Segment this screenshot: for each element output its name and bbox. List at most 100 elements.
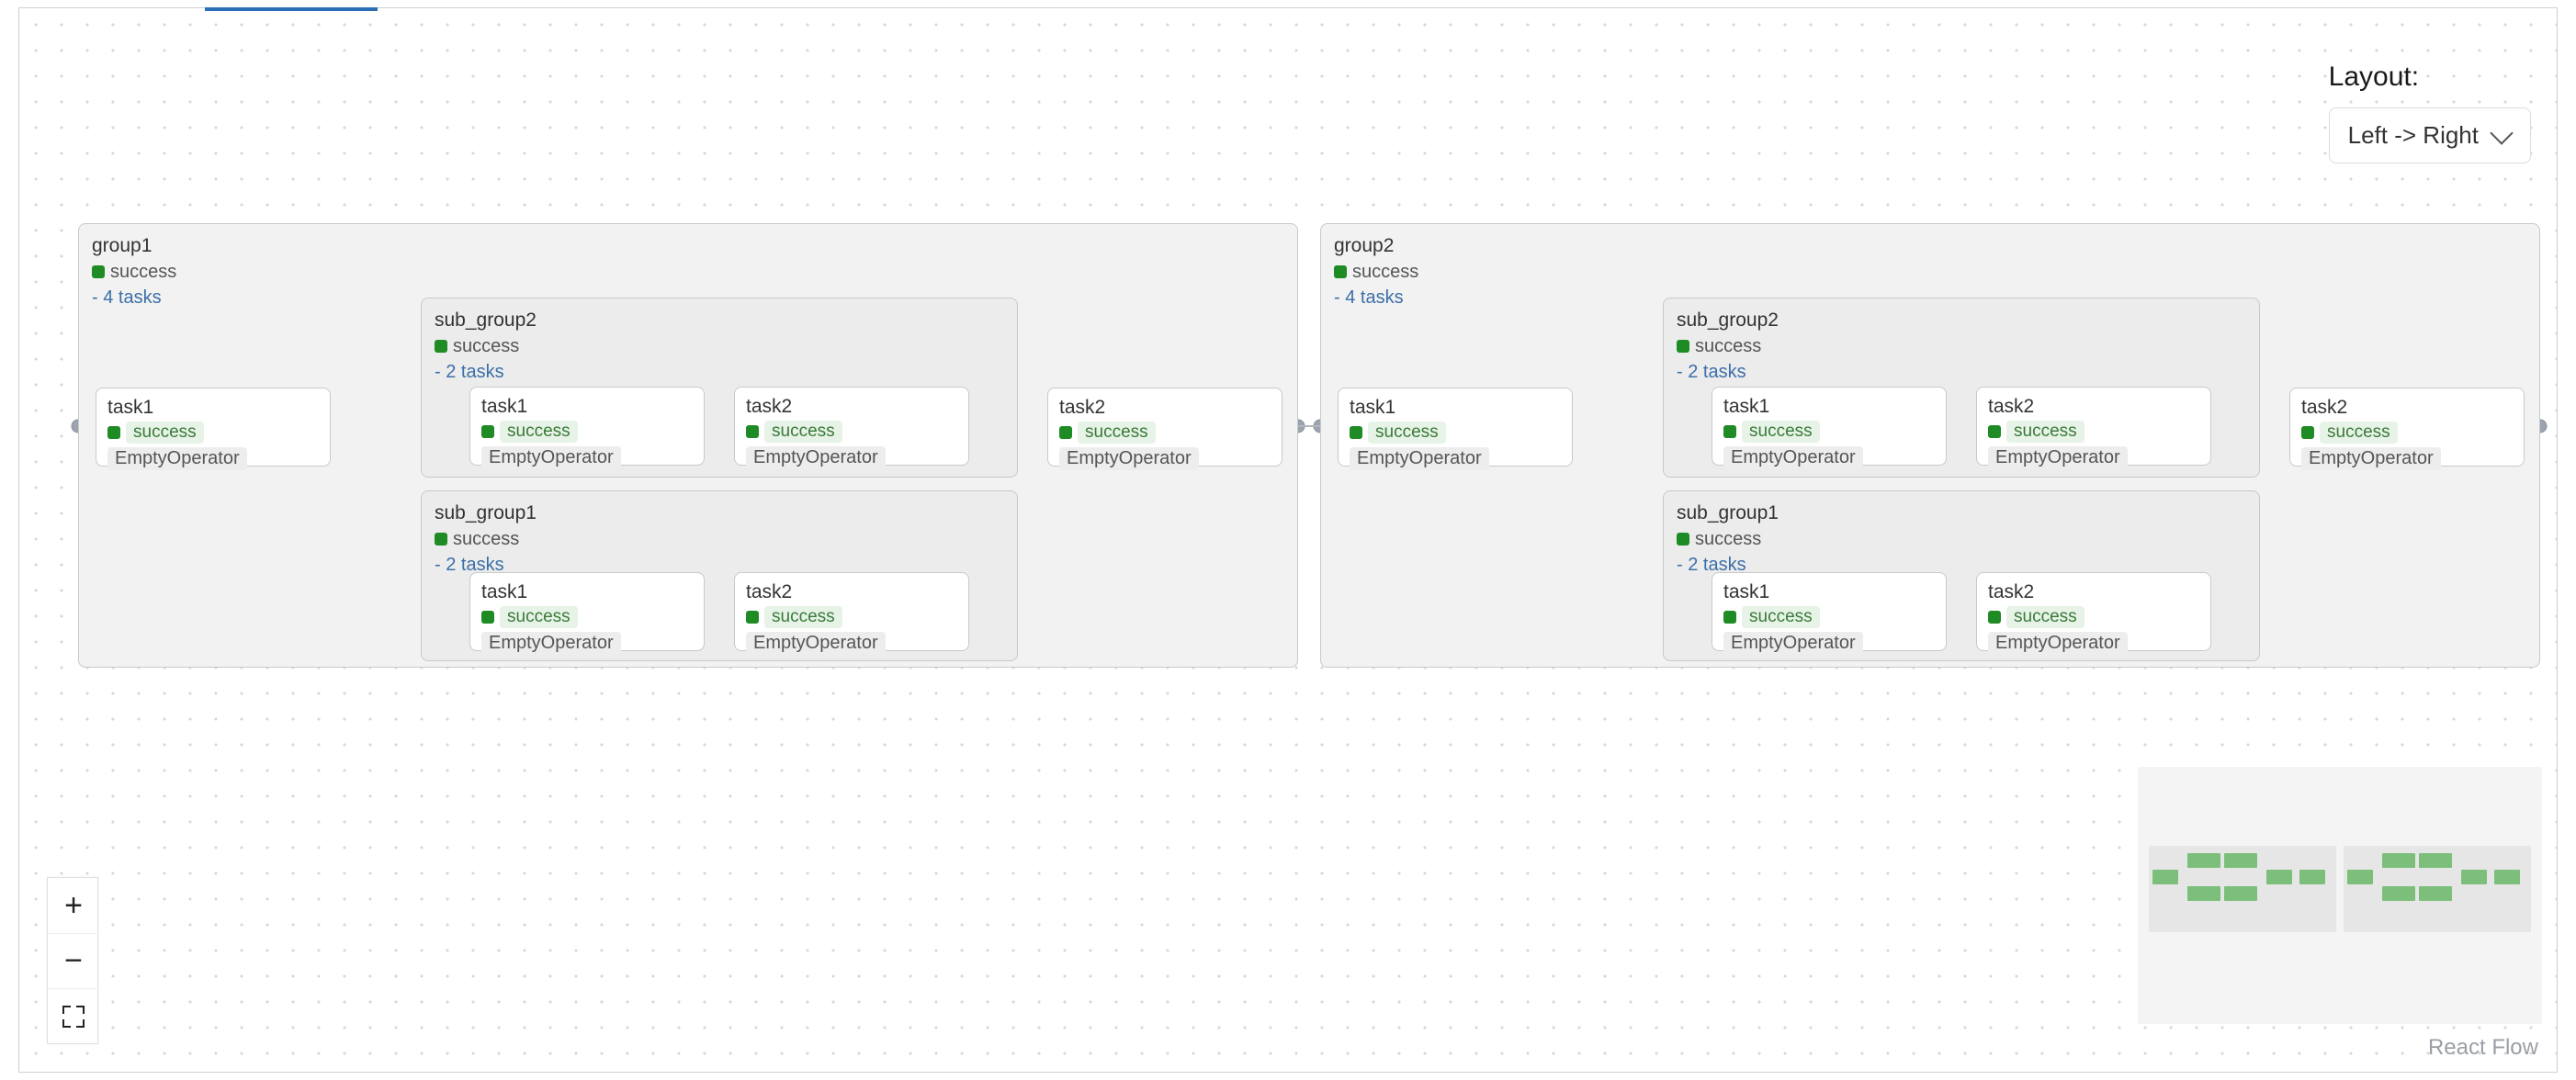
group-header: group1success- 4 tasks	[92, 233, 176, 310]
task-operator: EmptyOperator	[1988, 632, 2128, 655]
status-text: success	[1742, 606, 1820, 628]
minimap-group	[2344, 846, 2531, 932]
status-square-icon	[481, 611, 494, 624]
subgroup-title: sub_group1	[1677, 501, 1779, 526]
task-operator: EmptyOperator	[746, 632, 886, 655]
status-text: success	[2006, 606, 2085, 628]
task-status: success	[481, 606, 693, 628]
group-group1[interactable]: group1success- 4 taskstask1successEmptyO…	[78, 223, 1298, 668]
status-square-icon	[1334, 265, 1347, 278]
task-title: task1	[1723, 395, 1935, 419]
task-operator: EmptyOperator	[1723, 632, 1863, 655]
chevron-down-icon	[2490, 121, 2513, 144]
subgroup-status: success	[1677, 526, 1779, 552]
flow-canvas[interactable]: Layout: Left -> Right group1success- 4 t…	[18, 7, 2558, 1073]
minimap-node	[2347, 870, 2373, 884]
task-title: task2	[2301, 396, 2513, 420]
task-node[interactable]: task2successEmptyOperator	[1976, 387, 2211, 466]
status-square-icon	[1723, 611, 1736, 624]
fit-view-icon	[62, 1006, 85, 1028]
task-status: success	[1350, 422, 1561, 444]
task-status: success	[481, 421, 693, 443]
task-node[interactable]: task2successEmptyOperator	[1047, 388, 1282, 467]
status-square-icon	[1723, 425, 1736, 438]
task-node[interactable]: task2successEmptyOperator	[2289, 388, 2525, 467]
subgroup-status: success	[435, 526, 537, 552]
task-node[interactable]: task2successEmptyOperator	[1976, 572, 2211, 651]
minimap-node	[2152, 870, 2178, 884]
subgroup-sg2[interactable]: sub_group2success- 2 taskstask1successEm…	[421, 298, 1018, 478]
status-text: success	[1742, 421, 1820, 443]
task-operator: EmptyOperator	[746, 446, 886, 469]
minimap-node	[2266, 870, 2292, 884]
task-node[interactable]: task1successEmptyOperator	[1338, 388, 1573, 467]
task-node[interactable]: task1successEmptyOperator	[96, 388, 331, 467]
status-square-icon	[107, 426, 120, 439]
zoom-in-button[interactable]: +	[48, 878, 99, 933]
layout-panel: Layout: Left -> Right	[2329, 62, 2531, 163]
task-node[interactable]: task1successEmptyOperator	[469, 572, 705, 651]
active-tab-indicator	[205, 7, 378, 11]
subgroup-sg1b[interactable]: sub_group1success- 2 taskstask1successEm…	[1663, 490, 2260, 661]
subgroup-header: sub_group1success- 2 tasks	[435, 501, 537, 578]
status-text: success	[764, 421, 842, 443]
subgroup-status: success	[435, 333, 537, 359]
status-text: success	[453, 526, 519, 552]
task-status: success	[1988, 606, 2199, 628]
subgroup-tasks-link[interactable]: - 2 tasks	[435, 359, 537, 385]
status-square-icon	[1350, 426, 1362, 439]
layout-label: Layout:	[2329, 62, 2531, 93]
status-square-icon	[746, 611, 759, 624]
subgroup-tasks-link[interactable]: - 2 tasks	[1677, 359, 1779, 385]
task-node[interactable]: task2success EmptyOperator	[734, 387, 969, 466]
group-status: success	[1334, 259, 1418, 285]
react-flow-attribution: React Flow	[2428, 1035, 2538, 1061]
status-square-icon	[1059, 426, 1072, 439]
status-text: success	[1695, 526, 1761, 552]
task-node[interactable]: task1successEmptyOperator	[469, 387, 705, 466]
task-title: task2	[746, 395, 957, 419]
task-title: task1	[481, 580, 693, 604]
flow-controls: + −	[47, 877, 98, 1044]
group-tasks-link[interactable]: - 4 tasks	[1334, 285, 1418, 310]
subgroup-title: sub_group2	[1677, 308, 1779, 333]
task-node[interactable]: task2successEmptyOperator	[734, 572, 969, 651]
task-title: task1	[1350, 396, 1561, 420]
fit-view-button[interactable]	[48, 988, 99, 1043]
status-square-icon	[1677, 340, 1689, 353]
subgroup-sg1[interactable]: sub_group1success- 2 taskstask1successEm…	[421, 490, 1018, 661]
task-node[interactable]: task1successEmptyOperator	[1712, 572, 1947, 651]
status-text: success	[500, 421, 578, 443]
task-operator: EmptyOperator	[481, 446, 621, 469]
task-title: task2	[1988, 580, 2199, 604]
task-title: task2	[1059, 396, 1271, 420]
status-square-icon	[2301, 426, 2314, 439]
group-status: success	[92, 259, 176, 285]
plus-icon: +	[64, 888, 83, 924]
task-title: task2	[746, 580, 957, 604]
status-text: success	[1368, 422, 1446, 444]
task-title: task1	[1723, 580, 1935, 604]
group-tasks-link[interactable]: - 4 tasks	[92, 285, 176, 310]
layout-selected-value: Left -> Right	[2348, 121, 2479, 150]
status-square-icon	[481, 425, 494, 438]
minimap-node	[2187, 853, 2220, 868]
task-status: success	[1723, 421, 1935, 443]
group-group2[interactable]: group2success- 4 taskstask1successEmptyO…	[1320, 223, 2540, 668]
status-text: success	[1695, 333, 1761, 359]
status-square-icon	[746, 425, 759, 438]
minimap-node	[2382, 853, 2415, 868]
minimap-group	[2149, 846, 2336, 932]
subgroup-sg2b[interactable]: sub_group2success- 2 taskstask1successEm…	[1663, 298, 2260, 478]
minimap-node	[2494, 870, 2520, 884]
task-operator: EmptyOperator	[1988, 446, 2128, 469]
subgroup-header: sub_group1success- 2 tasks	[1677, 501, 1779, 578]
subgroup-title: sub_group2	[435, 308, 537, 333]
task-operator: EmptyOperator	[481, 632, 621, 655]
task-status: success	[746, 606, 957, 628]
layout-select[interactable]: Left -> Right	[2329, 107, 2531, 163]
minimap-node	[2419, 853, 2452, 868]
minimap[interactable]	[2138, 767, 2542, 1024]
task-node[interactable]: task1successEmptyOperator	[1712, 387, 1947, 466]
zoom-out-button[interactable]: −	[48, 933, 99, 988]
